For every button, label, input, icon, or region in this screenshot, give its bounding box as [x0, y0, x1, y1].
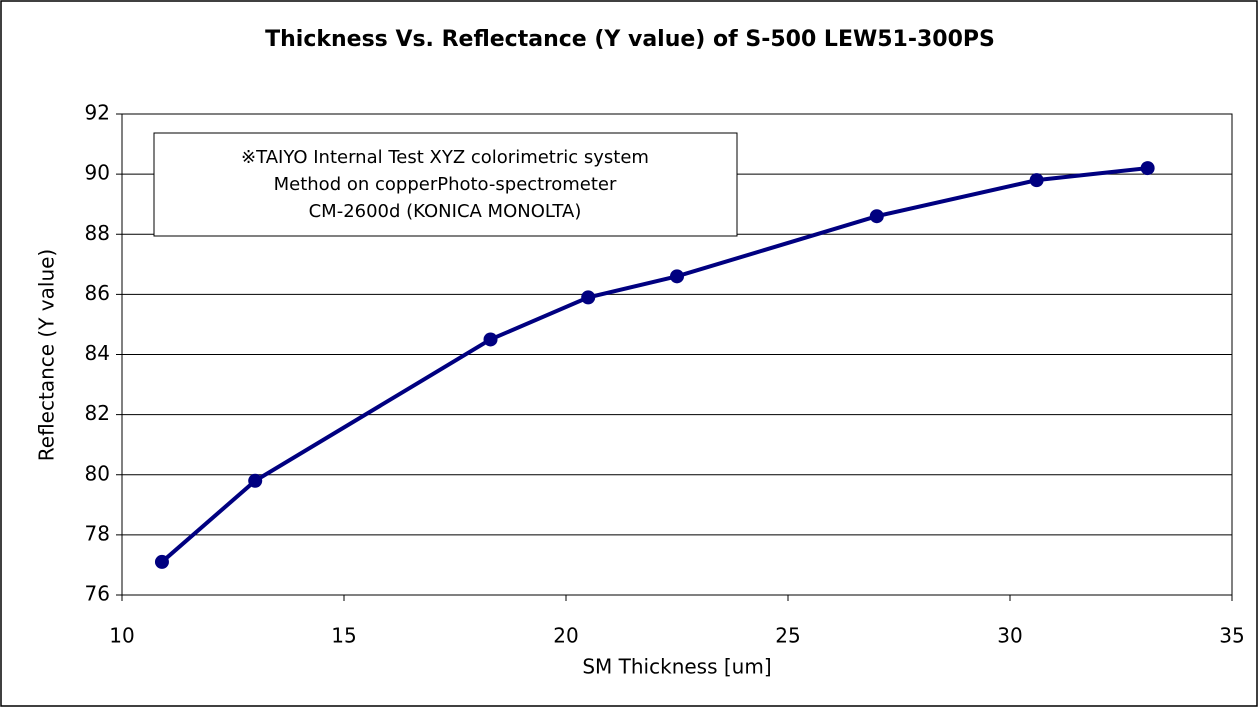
- y-tick-label: 78: [85, 521, 110, 545]
- x-tick-label: 25: [775, 624, 800, 648]
- y-tick-label: 90: [85, 161, 110, 185]
- y-axis-label: Reflectance (Y value): [35, 249, 59, 461]
- x-tick-label: 30: [997, 624, 1022, 648]
- data-point: [1140, 161, 1155, 176]
- y-tick-label: 86: [85, 281, 110, 305]
- annotation-box: [153, 132, 738, 237]
- data-point: [869, 209, 884, 224]
- chart-title: Thickness Vs. Reflectance (Y value) of S…: [265, 27, 995, 52]
- data-point: [581, 290, 596, 305]
- data-point: [670, 269, 684, 284]
- x-tick-label: 15: [331, 624, 356, 648]
- annotation-text: Method on copperPhoto-spectrometer: [274, 174, 617, 195]
- x-tick-label: 20: [553, 624, 578, 648]
- data-point: [483, 332, 498, 347]
- x-tick-label: 10: [109, 624, 134, 648]
- x-tick-label: 35: [1219, 624, 1244, 648]
- x-axis-label: SM Thickness [um]: [582, 655, 771, 679]
- annotation-text: ※TAIYO Internal Test XYZ colorimetric sy…: [241, 147, 649, 168]
- y-tick-label: 88: [85, 221, 110, 245]
- data-point: [248, 473, 263, 488]
- y-tick-label: 82: [85, 401, 110, 425]
- y-tick-label: 76: [85, 582, 110, 606]
- data-point: [1029, 173, 1044, 188]
- y-tick-label: 84: [85, 341, 110, 365]
- data-point: [154, 554, 169, 569]
- annotation-text: CM-2600d (KONICA MONOLTA): [309, 201, 582, 222]
- y-tick-label: 92: [85, 101, 110, 125]
- y-tick-label: 80: [85, 461, 110, 485]
- series-line: [160, 166, 1148, 564]
